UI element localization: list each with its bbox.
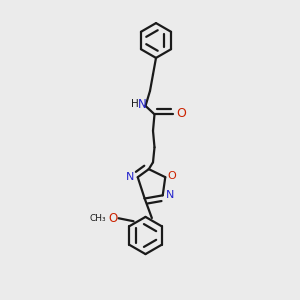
Text: H: H bbox=[131, 99, 139, 110]
Text: N: N bbox=[126, 172, 134, 182]
Text: N: N bbox=[166, 190, 174, 200]
Text: N: N bbox=[138, 98, 147, 111]
Text: O: O bbox=[109, 212, 118, 225]
Text: CH₃: CH₃ bbox=[90, 214, 106, 223]
Text: O: O bbox=[167, 171, 176, 181]
Text: O: O bbox=[177, 107, 187, 120]
